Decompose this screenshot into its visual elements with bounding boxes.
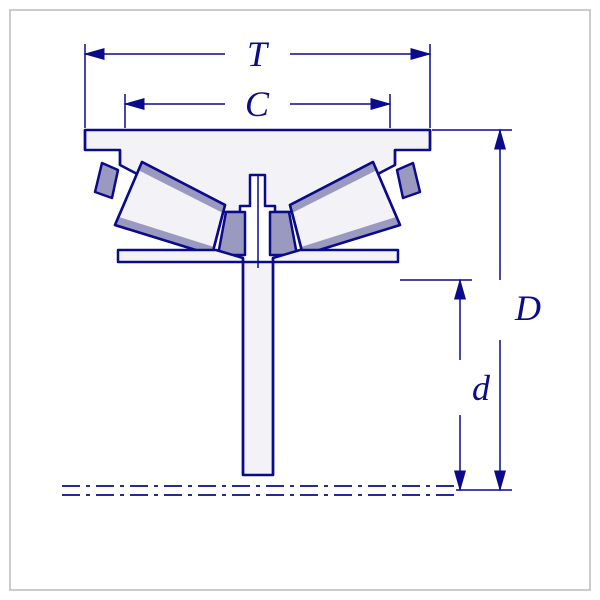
label-d: d bbox=[472, 368, 491, 408]
dim-D: D bbox=[432, 130, 541, 490]
label-T: T bbox=[247, 34, 270, 74]
frame-border bbox=[10, 10, 590, 590]
cage-tab-left bbox=[95, 163, 118, 198]
centerlines bbox=[62, 486, 455, 495]
dim-C: C bbox=[125, 84, 390, 128]
dim-d: d bbox=[400, 280, 491, 490]
bearing-body bbox=[85, 130, 430, 475]
bearing-diagram: T C D d bbox=[0, 0, 600, 600]
inner-ring-block bbox=[118, 250, 398, 475]
label-D: D bbox=[514, 288, 541, 328]
label-C: C bbox=[245, 84, 270, 124]
cage-tab-right bbox=[397, 163, 420, 198]
